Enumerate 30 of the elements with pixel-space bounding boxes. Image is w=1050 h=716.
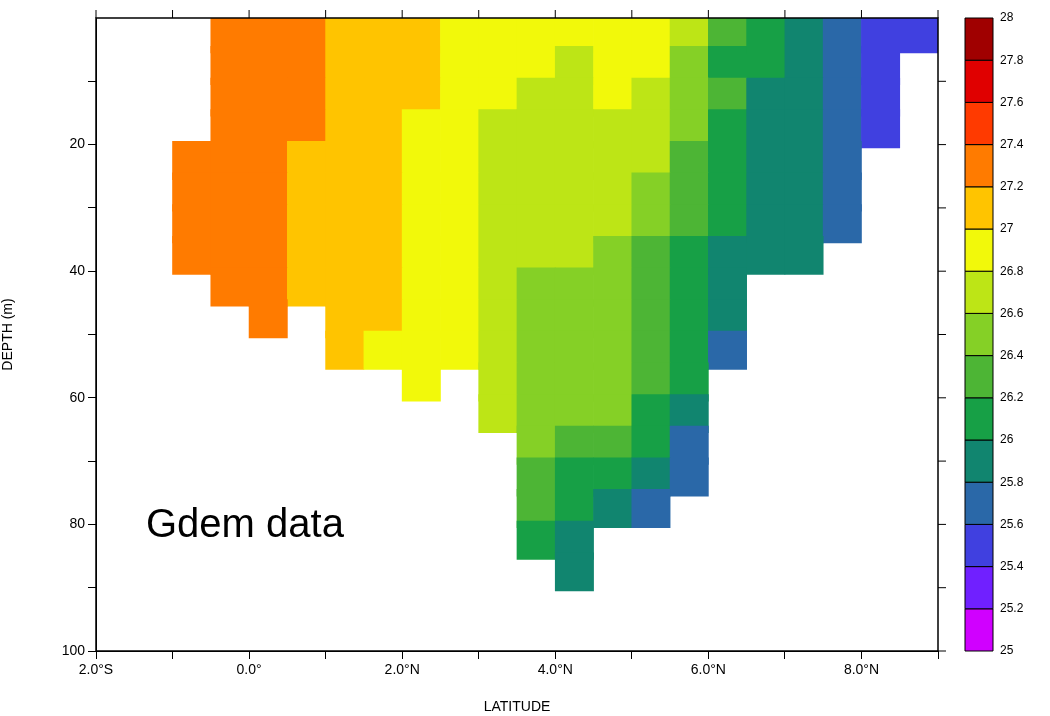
color-bar-label: 26.4	[1000, 347, 1024, 362]
color-bar-label: 25.8	[1000, 474, 1024, 489]
color-bar-label: 28	[1000, 10, 1014, 25]
color-bar-label: 25.6	[1000, 516, 1024, 531]
x-tick-label: 6.0°N	[690, 661, 726, 678]
color-bar-label: 27	[1000, 221, 1014, 236]
color-bar-label: 27.2	[1000, 179, 1024, 194]
color-bar-label: 25	[1000, 643, 1014, 658]
color-bar-label: 27.4	[1000, 136, 1024, 151]
color-bar-label: 27.6	[1000, 94, 1024, 109]
color-bar-label: 25.4	[1000, 558, 1024, 573]
x-axis-title: LATITUDE	[483, 698, 551, 715]
y-tick-label: 40	[69, 262, 86, 279]
y-tick-label: 60	[69, 388, 86, 405]
x-tick-label: 0.0°	[236, 661, 262, 678]
y-tick-label: 20	[69, 135, 86, 152]
y-tick-label: 80	[69, 515, 86, 532]
y-axis-title: DEPTH (m)	[0, 298, 16, 371]
color-bar-label: 26	[1000, 432, 1014, 447]
color-bar-label: 26.2	[1000, 390, 1024, 405]
color-bar-label: 26.6	[1000, 305, 1024, 320]
x-tick-label: 8.0°N	[843, 661, 880, 678]
color-bar-label: 27.8	[1000, 52, 1024, 67]
x-tick-label: 2.0°N	[384, 661, 420, 678]
x-tick-label: 2.0°S	[78, 661, 114, 678]
color-bar-label: 26.8	[1000, 263, 1024, 278]
annotation: Gdem data	[146, 501, 345, 546]
y-tick-label: 100	[61, 641, 86, 658]
color-bar-label: 25.2	[1000, 601, 1024, 616]
x-tick-label: 4.0°N	[537, 661, 573, 678]
